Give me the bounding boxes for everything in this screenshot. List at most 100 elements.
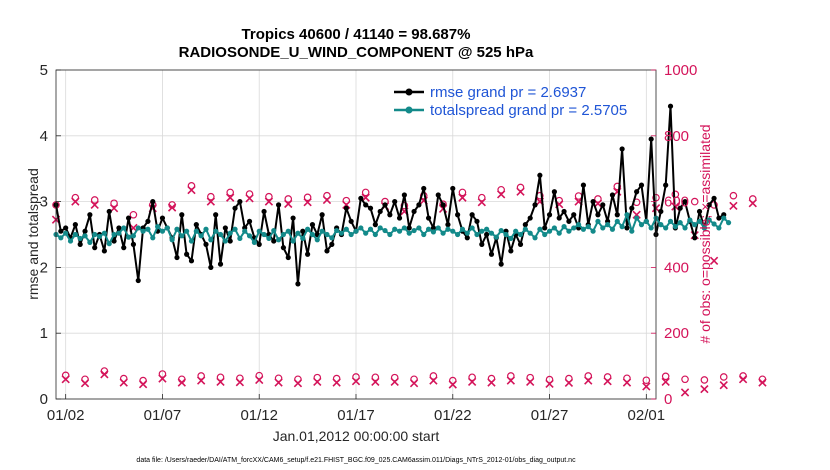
totalspread-point: [242, 228, 248, 234]
y-tick-label-right: 600: [664, 194, 689, 211]
totalspread-point: [305, 226, 311, 232]
obs-possible-marker: [719, 373, 728, 381]
obs-possible-marker: [226, 188, 234, 197]
rmse-point: [542, 225, 548, 231]
totalspread-point: [261, 231, 267, 238]
obs-possible-marker: [613, 182, 622, 191]
rmse-point: [184, 251, 190, 257]
totalspread-point: [174, 226, 180, 232]
rmse-point: [77, 241, 83, 247]
totalspread-point: [464, 230, 470, 236]
rmse-point: [479, 241, 485, 247]
rmse-point: [246, 218, 253, 224]
rmse-point: [392, 199, 398, 205]
totalspread-point: [343, 226, 349, 232]
totalspread-point: [77, 235, 83, 242]
rmse-point: [571, 212, 577, 218]
rmse-point: [401, 192, 407, 198]
rmse-point: [188, 258, 195, 264]
y-axis-label-right: # of obs: o=possible; ×=assimilated: [697, 124, 713, 343]
obs-assimilated-marker: [603, 377, 612, 386]
totalspread-point: [401, 225, 407, 231]
obs-possible-marker: [216, 373, 225, 382]
obs-possible-marker: [700, 376, 709, 384]
totalspread-point: [711, 221, 717, 227]
rmse-point: [667, 103, 674, 109]
obs-assimilated-marker: [138, 380, 148, 389]
rmse-point: [111, 238, 117, 244]
obs-assimilated-marker: [255, 375, 264, 385]
totalspread-point: [130, 233, 137, 239]
totalspread-point: [479, 228, 485, 234]
y-tick-label-right: 400: [664, 259, 689, 276]
totalspread-point: [551, 225, 557, 231]
rmse-point: [532, 202, 538, 208]
totalspread-point: [232, 226, 238, 232]
x-tick-label: 01/02: [47, 407, 85, 424]
obs-assimilated-marker: [709, 256, 719, 265]
obs-assimilated-marker: [61, 375, 70, 384]
rmse-point: [348, 218, 354, 224]
totalspread-point: [513, 228, 519, 234]
totalspread-point: [358, 225, 364, 231]
obs-possible-marker: [207, 192, 215, 201]
totalspread-point: [629, 228, 635, 234]
obs-assimilated-marker: [526, 377, 535, 387]
rmse-point: [484, 231, 490, 238]
totalspread-point: [537, 226, 543, 232]
totalspread-point: [484, 226, 490, 232]
totalspread-point: [459, 226, 466, 232]
totalspread-point: [643, 218, 649, 224]
obs-possible-marker: [729, 191, 738, 200]
totalspread-point: [334, 227, 340, 234]
totalspread-point: [527, 230, 533, 236]
rmse-point: [377, 208, 383, 215]
totalspread-point: [208, 237, 214, 243]
totalspread-point: [329, 235, 335, 241]
totalspread-point: [638, 222, 645, 228]
rmse-point: [237, 199, 243, 205]
y-tick-label-right: 0: [664, 391, 672, 408]
rmse-point: [716, 215, 722, 221]
rmse-point: [527, 215, 533, 221]
obs-assimilated-marker: [622, 378, 632, 387]
rmse-point: [82, 228, 88, 234]
totalspread-point: [663, 225, 669, 231]
totalspread-point: [237, 235, 243, 242]
rmse-point: [319, 212, 325, 218]
y-tick-label-left: 5: [40, 62, 48, 79]
obs-possible-marker: [690, 197, 699, 206]
rmse-point: [116, 225, 122, 231]
rmse-point: [435, 192, 441, 198]
totalspread-point: [696, 218, 703, 224]
obs-possible-marker: [158, 370, 167, 378]
totalspread-point: [474, 231, 480, 238]
rmse-point: [609, 192, 616, 198]
totalspread-point: [585, 224, 591, 230]
rmse-point: [125, 215, 132, 221]
y-tick-label-left: 3: [40, 194, 48, 211]
rmse-point: [159, 215, 166, 221]
totalspread-point: [498, 227, 504, 234]
y-tick-label-right: 800: [664, 128, 689, 145]
obs-assimilated-marker: [80, 379, 90, 388]
legend-totalspread-label: totalspread grand pr = 2.5705: [430, 102, 627, 119]
rmse-point: [363, 202, 369, 208]
x-tick-label: 01/12: [240, 407, 278, 424]
totalspread-point: [363, 230, 369, 236]
rmse-point: [425, 215, 432, 221]
rmse-point: [92, 245, 98, 251]
totalspread-point: [590, 228, 596, 234]
rmse-point: [324, 248, 330, 254]
totalspread-point: [295, 230, 301, 236]
rmse-point: [464, 235, 470, 241]
axis-ticks: 01/02 01/07 01/12 01/17 01/22 01/27 02/0101234…: [40, 62, 698, 424]
legend-totalspread-marker: [405, 106, 413, 114]
totalspread-point: [624, 212, 630, 218]
rmse-point: [551, 189, 557, 195]
totalspread-point: [251, 239, 257, 245]
totalspread-point: [455, 231, 461, 238]
totalspread-point: [193, 228, 199, 234]
obs-assimilated-marker: [187, 185, 196, 195]
rmse-point: [285, 254, 291, 261]
